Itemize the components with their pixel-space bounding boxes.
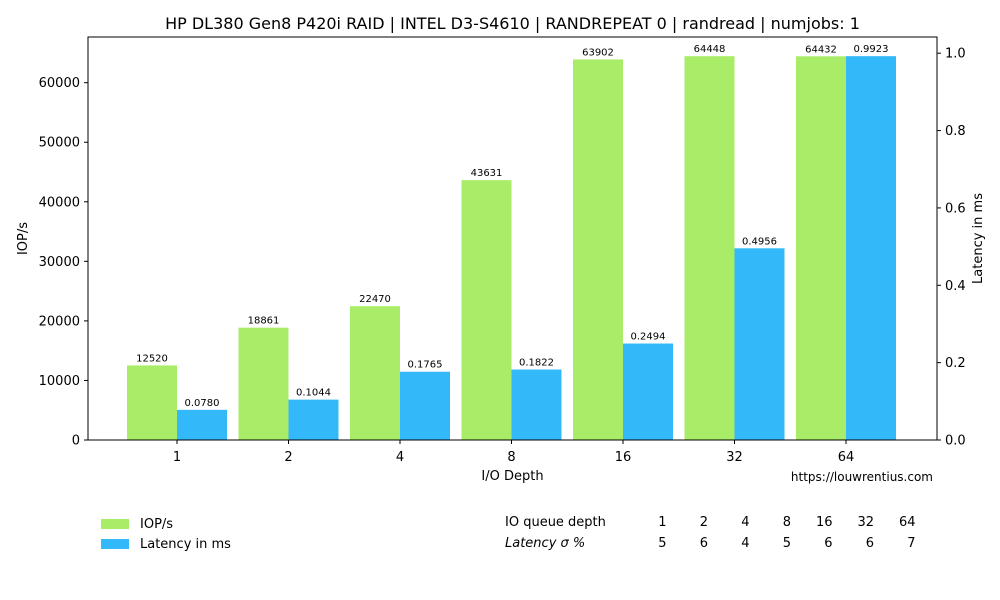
bar-latency (511, 369, 562, 440)
data-label-iops: 18861 (248, 316, 280, 327)
legend-swatch-iops (101, 519, 129, 529)
stats-row-queue-depth: IO queue depth 1 2 4 8 16 32 64 (505, 512, 916, 533)
stats-cell: 5 (658, 536, 667, 551)
bar-iops (238, 327, 289, 440)
bar-latency (177, 409, 227, 440)
bar-latency (734, 248, 785, 440)
y-tick-label: 50000 (39, 136, 80, 151)
stats-cell: 32 (857, 515, 874, 530)
stats-cell: 64 (898, 515, 916, 530)
data-label-iops: 64432 (805, 44, 837, 55)
stats-cell: 5 (782, 536, 791, 551)
stats-cell: 7 (907, 536, 916, 551)
x-tick-label: 8 (507, 450, 515, 465)
y-tick-label: 60000 (39, 76, 80, 91)
y2-tick-label: 0.0 (945, 434, 966, 449)
x-tick-label: 2 (284, 450, 292, 465)
stats-cell: 4 (741, 515, 750, 530)
x-tick-label: 32 (726, 450, 743, 465)
credit-url: https://louwrentius.com (790, 470, 933, 484)
bar-latency (288, 399, 339, 440)
stats-cell: 2 (699, 515, 708, 530)
legend-label-latency: Latency in ms (140, 536, 231, 552)
bar-iops (684, 56, 735, 441)
y-tick-label: 40000 (39, 195, 80, 210)
y-tick-label: 30000 (39, 255, 80, 270)
legend: IOP/s Latency in ms (101, 514, 231, 554)
x-tick-label: 16 (615, 450, 632, 465)
data-label-latency: 0.9923 (854, 44, 889, 55)
y2-tick-label: 0.4 (945, 279, 966, 294)
legend-swatch-latency (101, 539, 129, 549)
y2-axis-label: Latency in ms (971, 193, 986, 284)
stats-cell: 1 (658, 515, 667, 530)
data-label-iops: 12520 (136, 353, 168, 364)
stats-cell: 6 (865, 536, 874, 551)
x-tick-label: 1 (173, 450, 181, 465)
data-label-iops: 43631 (471, 168, 503, 179)
data-label-iops: 22470 (359, 294, 391, 305)
x-tick-label: 64 (838, 450, 855, 465)
y2-tick-label: 1.0 (945, 47, 966, 62)
y2-tick-label: 0.8 (945, 124, 966, 139)
bar-iops (796, 56, 846, 440)
chart-title: HP DL380 Gen8 P420i RAID | INTEL D3-S461… (165, 14, 860, 33)
data-label-iops: 63902 (582, 47, 614, 58)
y-tick-label: 0 (72, 434, 80, 449)
stats-cell: 16 (815, 515, 833, 530)
data-label-latency: 0.1822 (519, 358, 554, 369)
bar-latency (623, 343, 673, 440)
stats-cell: 6 (699, 536, 708, 551)
data-label-latency: 0.2494 (631, 332, 666, 343)
stats-label-latency-sigma: Latency σ % (505, 536, 586, 551)
data-label-latency: 0.1765 (408, 360, 443, 371)
data-label-iops: 64448 (694, 44, 726, 55)
y-tick-label: 10000 (39, 374, 80, 389)
stats-row-latency-sigma: Latency σ % 5 6 4 5 6 6 7 (505, 533, 916, 554)
stats-table: IO queue depth 1 2 4 8 16 32 64 Latency … (505, 512, 916, 554)
legend-item-latency: Latency in ms (101, 534, 231, 554)
y2-tick-label: 0.6 (945, 201, 966, 216)
bar-iops (350, 306, 400, 440)
stats-cell: 8 (782, 515, 791, 530)
plot-frame (87, 36, 938, 441)
x-axis-label: I/O Depth (481, 469, 543, 484)
legend-item-iops: IOP/s (101, 514, 231, 534)
bar-iops (461, 180, 512, 440)
stats-cell: 4 (741, 536, 750, 551)
data-label-latency: 0.0780 (185, 398, 220, 409)
stats-label-queue-depth: IO queue depth (505, 515, 606, 530)
legend-label-iops: IOP/s (140, 516, 174, 532)
bar-iops (127, 365, 177, 440)
bar-iops (573, 59, 623, 440)
y-axis-label: IOP/s (16, 222, 31, 255)
data-label-latency: 0.1044 (296, 388, 331, 399)
bar-latency (846, 56, 896, 441)
x-tick-label: 4 (396, 450, 404, 465)
data-label-latency: 0.4956 (742, 236, 777, 247)
y-tick-label: 20000 (39, 314, 80, 329)
y2-tick-label: 0.2 (945, 356, 966, 371)
stats-cell: 6 (824, 536, 833, 551)
bar-latency (400, 371, 450, 440)
